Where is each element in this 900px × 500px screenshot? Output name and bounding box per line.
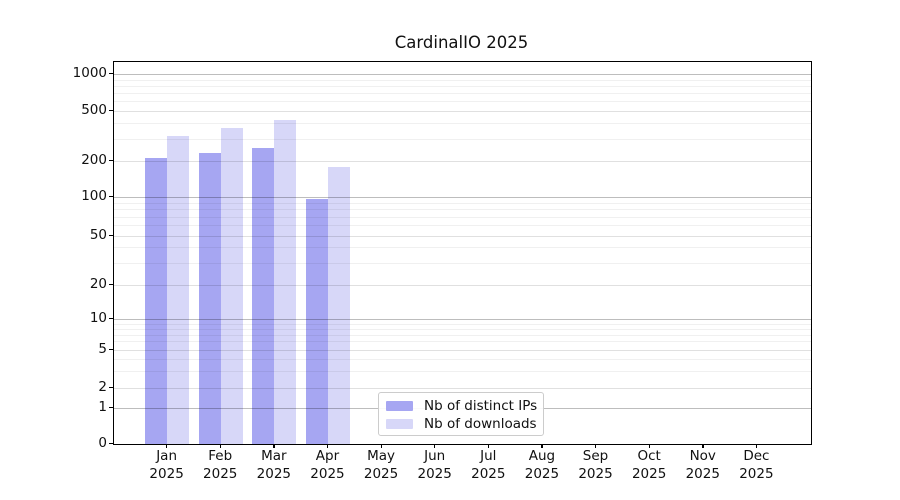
x-tick-label-jun: Jun 2025 <box>417 448 452 482</box>
x-tick-sep <box>595 444 597 449</box>
y-tick-20 <box>109 283 113 285</box>
gridline-sub-5 <box>114 349 811 351</box>
x-tick-mar <box>273 444 275 449</box>
gridline-major-1000 <box>114 74 811 75</box>
x-tick-jan <box>166 444 168 449</box>
x-tick-label-feb: Feb 2025 <box>203 448 238 482</box>
y-tick-100 <box>109 196 113 198</box>
y-tick-label-1: 1 <box>98 398 107 415</box>
legend-item-downloads: Nb of downloads <box>386 415 537 433</box>
bar-nb-of-downloads-apr <box>327 166 350 444</box>
x-tick-label-apr: Apr 2025 <box>310 448 345 482</box>
legend-label-downloads: Nb of downloads <box>424 416 537 432</box>
y-tick-label-500: 500 <box>81 101 107 118</box>
bar-nb-of-distinct-ips-apr <box>305 199 328 444</box>
gridline-minor-30 <box>114 262 811 264</box>
y-tick-10 <box>109 318 113 320</box>
x-tick-label-sep: Sep 2025 <box>578 448 613 482</box>
gridline-major-10 <box>114 319 811 320</box>
x-tick-aug <box>541 444 543 449</box>
y-tick-label-0: 0 <box>98 434 107 451</box>
gridline-minor-700 <box>114 92 811 94</box>
x-tick-label-jan: Jan 2025 <box>149 448 184 482</box>
y-tick-label-50: 50 <box>89 226 107 243</box>
gridline-minor-800 <box>114 85 811 87</box>
gridline-minor-90 <box>114 202 811 204</box>
gridline-minor-300 <box>114 138 811 140</box>
y-tick-2 <box>109 386 113 389</box>
gridline-minor-40 <box>114 247 811 249</box>
gridline-sub-20 <box>114 284 811 286</box>
gridline-minor-8 <box>114 328 811 330</box>
x-tick-label-oct: Oct 2025 <box>631 448 667 482</box>
gridline-minor-9 <box>114 323 811 325</box>
y-tick-label-1000: 1000 <box>72 65 107 81</box>
y-tick-label-10: 10 <box>89 310 107 326</box>
gridline-minor-80 <box>114 209 811 211</box>
x-tick-label-aug: Aug 2025 <box>524 448 560 482</box>
x-tick-nov <box>702 444 704 449</box>
gridline-minor-6 <box>114 341 811 343</box>
gridline-minor-400 <box>114 122 811 124</box>
gridline-sub-2 <box>114 387 811 389</box>
x-tick-label-nov: Nov 2025 <box>685 448 720 482</box>
gridline-sub-200 <box>114 161 811 162</box>
x-tick-label-dec: Dec 2025 <box>739 448 774 482</box>
y-tick-1000 <box>109 73 113 75</box>
gridline-minor-4 <box>114 358 811 360</box>
x-tick-jul <box>487 444 490 449</box>
gridline-minor-60 <box>114 225 811 227</box>
bar-nb-of-distinct-ips-jan <box>145 157 168 444</box>
gridline-sub-50 <box>114 235 811 237</box>
legend-swatch-downloads <box>386 419 413 429</box>
y-tick-200 <box>109 160 113 162</box>
y-tick-1 <box>109 406 113 409</box>
legend-item-distinct-ips: Nb of distinct IPs <box>386 397 538 415</box>
legend-swatch-distinct-ips <box>386 401 413 411</box>
bar-nb-of-distinct-ips-feb <box>198 153 221 444</box>
x-tick-label-jul: Jul 2025 <box>471 448 506 482</box>
plot-area <box>113 61 812 445</box>
y-tick-0 <box>109 442 113 444</box>
gridline-minor-70 <box>114 216 811 218</box>
bar-nb-of-downloads-jan <box>167 135 190 444</box>
bar-nb-of-distinct-ips-mar <box>252 148 275 444</box>
y-tick-label-5: 5 <box>98 340 107 357</box>
x-tick-label-may: May 2025 <box>363 448 399 482</box>
y-tick-50 <box>109 234 113 236</box>
gridline-minor-900 <box>114 79 811 81</box>
chart-title: CardinalIO 2025 <box>394 33 529 52</box>
x-tick-feb <box>219 444 222 449</box>
y-tick-label-20: 20 <box>89 275 107 292</box>
y-tick-label-2: 2 <box>98 378 107 395</box>
gridline-minor-600 <box>114 100 811 102</box>
y-tick-500 <box>109 109 113 111</box>
gridline-major-100 <box>114 197 811 198</box>
gridline-sub-500 <box>114 110 811 112</box>
legend-label-distinct-ips: Nb of distinct IPs <box>424 398 538 414</box>
x-tick-apr <box>326 444 329 449</box>
gridline-minor-7 <box>114 334 811 336</box>
bar-nb-of-downloads-mar <box>274 119 297 444</box>
y-tick-label-200: 200 <box>81 152 107 168</box>
y-tick-5 <box>109 348 113 350</box>
x-tick-oct <box>648 444 650 449</box>
y-tick-label-100: 100 <box>81 188 107 204</box>
legend: Nb of distinct IPs Nb of downloads <box>378 392 544 436</box>
x-tick-dec <box>755 444 758 449</box>
x-tick-jun <box>434 444 436 449</box>
bar-nb-of-downloads-feb <box>220 127 243 444</box>
gridline-minor-3 <box>114 370 811 372</box>
x-tick-label-mar: Mar 2025 <box>256 448 292 482</box>
x-tick-may <box>380 444 382 449</box>
